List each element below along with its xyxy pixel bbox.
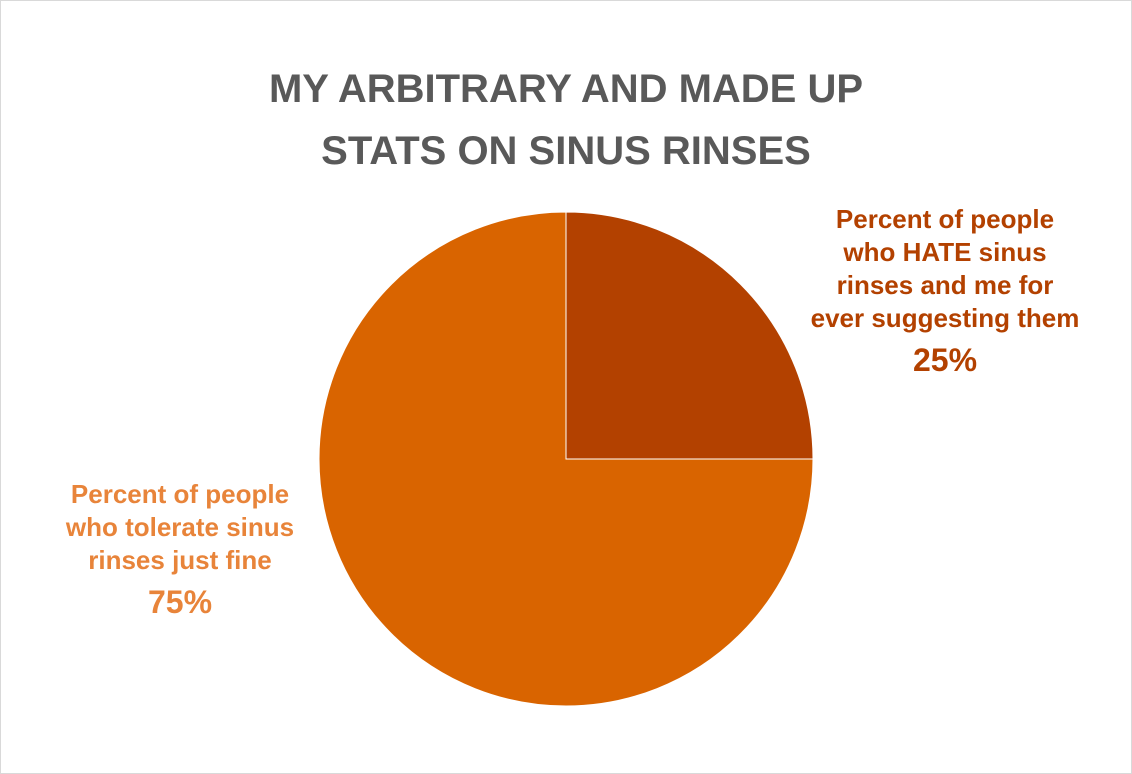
data-label-tolerate-line-2: who tolerate sinus bbox=[65, 512, 295, 542]
chart-title: MY ARBITRARY AND MADE UP STATS ON SINUS … bbox=[0, 58, 1132, 182]
data-label-hate-line-2: who HATE sinus bbox=[843, 237, 1047, 267]
data-label-hate-line-4: ever suggesting them bbox=[810, 303, 1080, 333]
pie-slice-hate bbox=[565, 211, 814, 460]
data-label-tolerate-line-1: Percent of people bbox=[70, 479, 290, 509]
data-label-hate-line-1: Percent of people bbox=[835, 204, 1055, 234]
data-label-hate-line-3: rinses and me for bbox=[836, 270, 1054, 300]
data-label-tolerate-line-3: rinses just fine bbox=[88, 545, 272, 575]
data-label-tolerate: Percent of people who tolerate sinus rin… bbox=[20, 478, 340, 627]
data-label-tolerate-value: 75% bbox=[147, 584, 213, 620]
pie-slice-tolerate bbox=[318, 211, 814, 707]
chart-title-line-1: MY ARBITRARY AND MADE UP bbox=[268, 67, 864, 111]
chart-title-line-2: STATS ON SINUS RINSES bbox=[321, 129, 811, 173]
pie-slices bbox=[318, 211, 814, 707]
data-label-hate-value: 25% bbox=[912, 342, 978, 378]
data-label-hate: Percent of people who HATE sinus rinses … bbox=[775, 203, 1115, 385]
